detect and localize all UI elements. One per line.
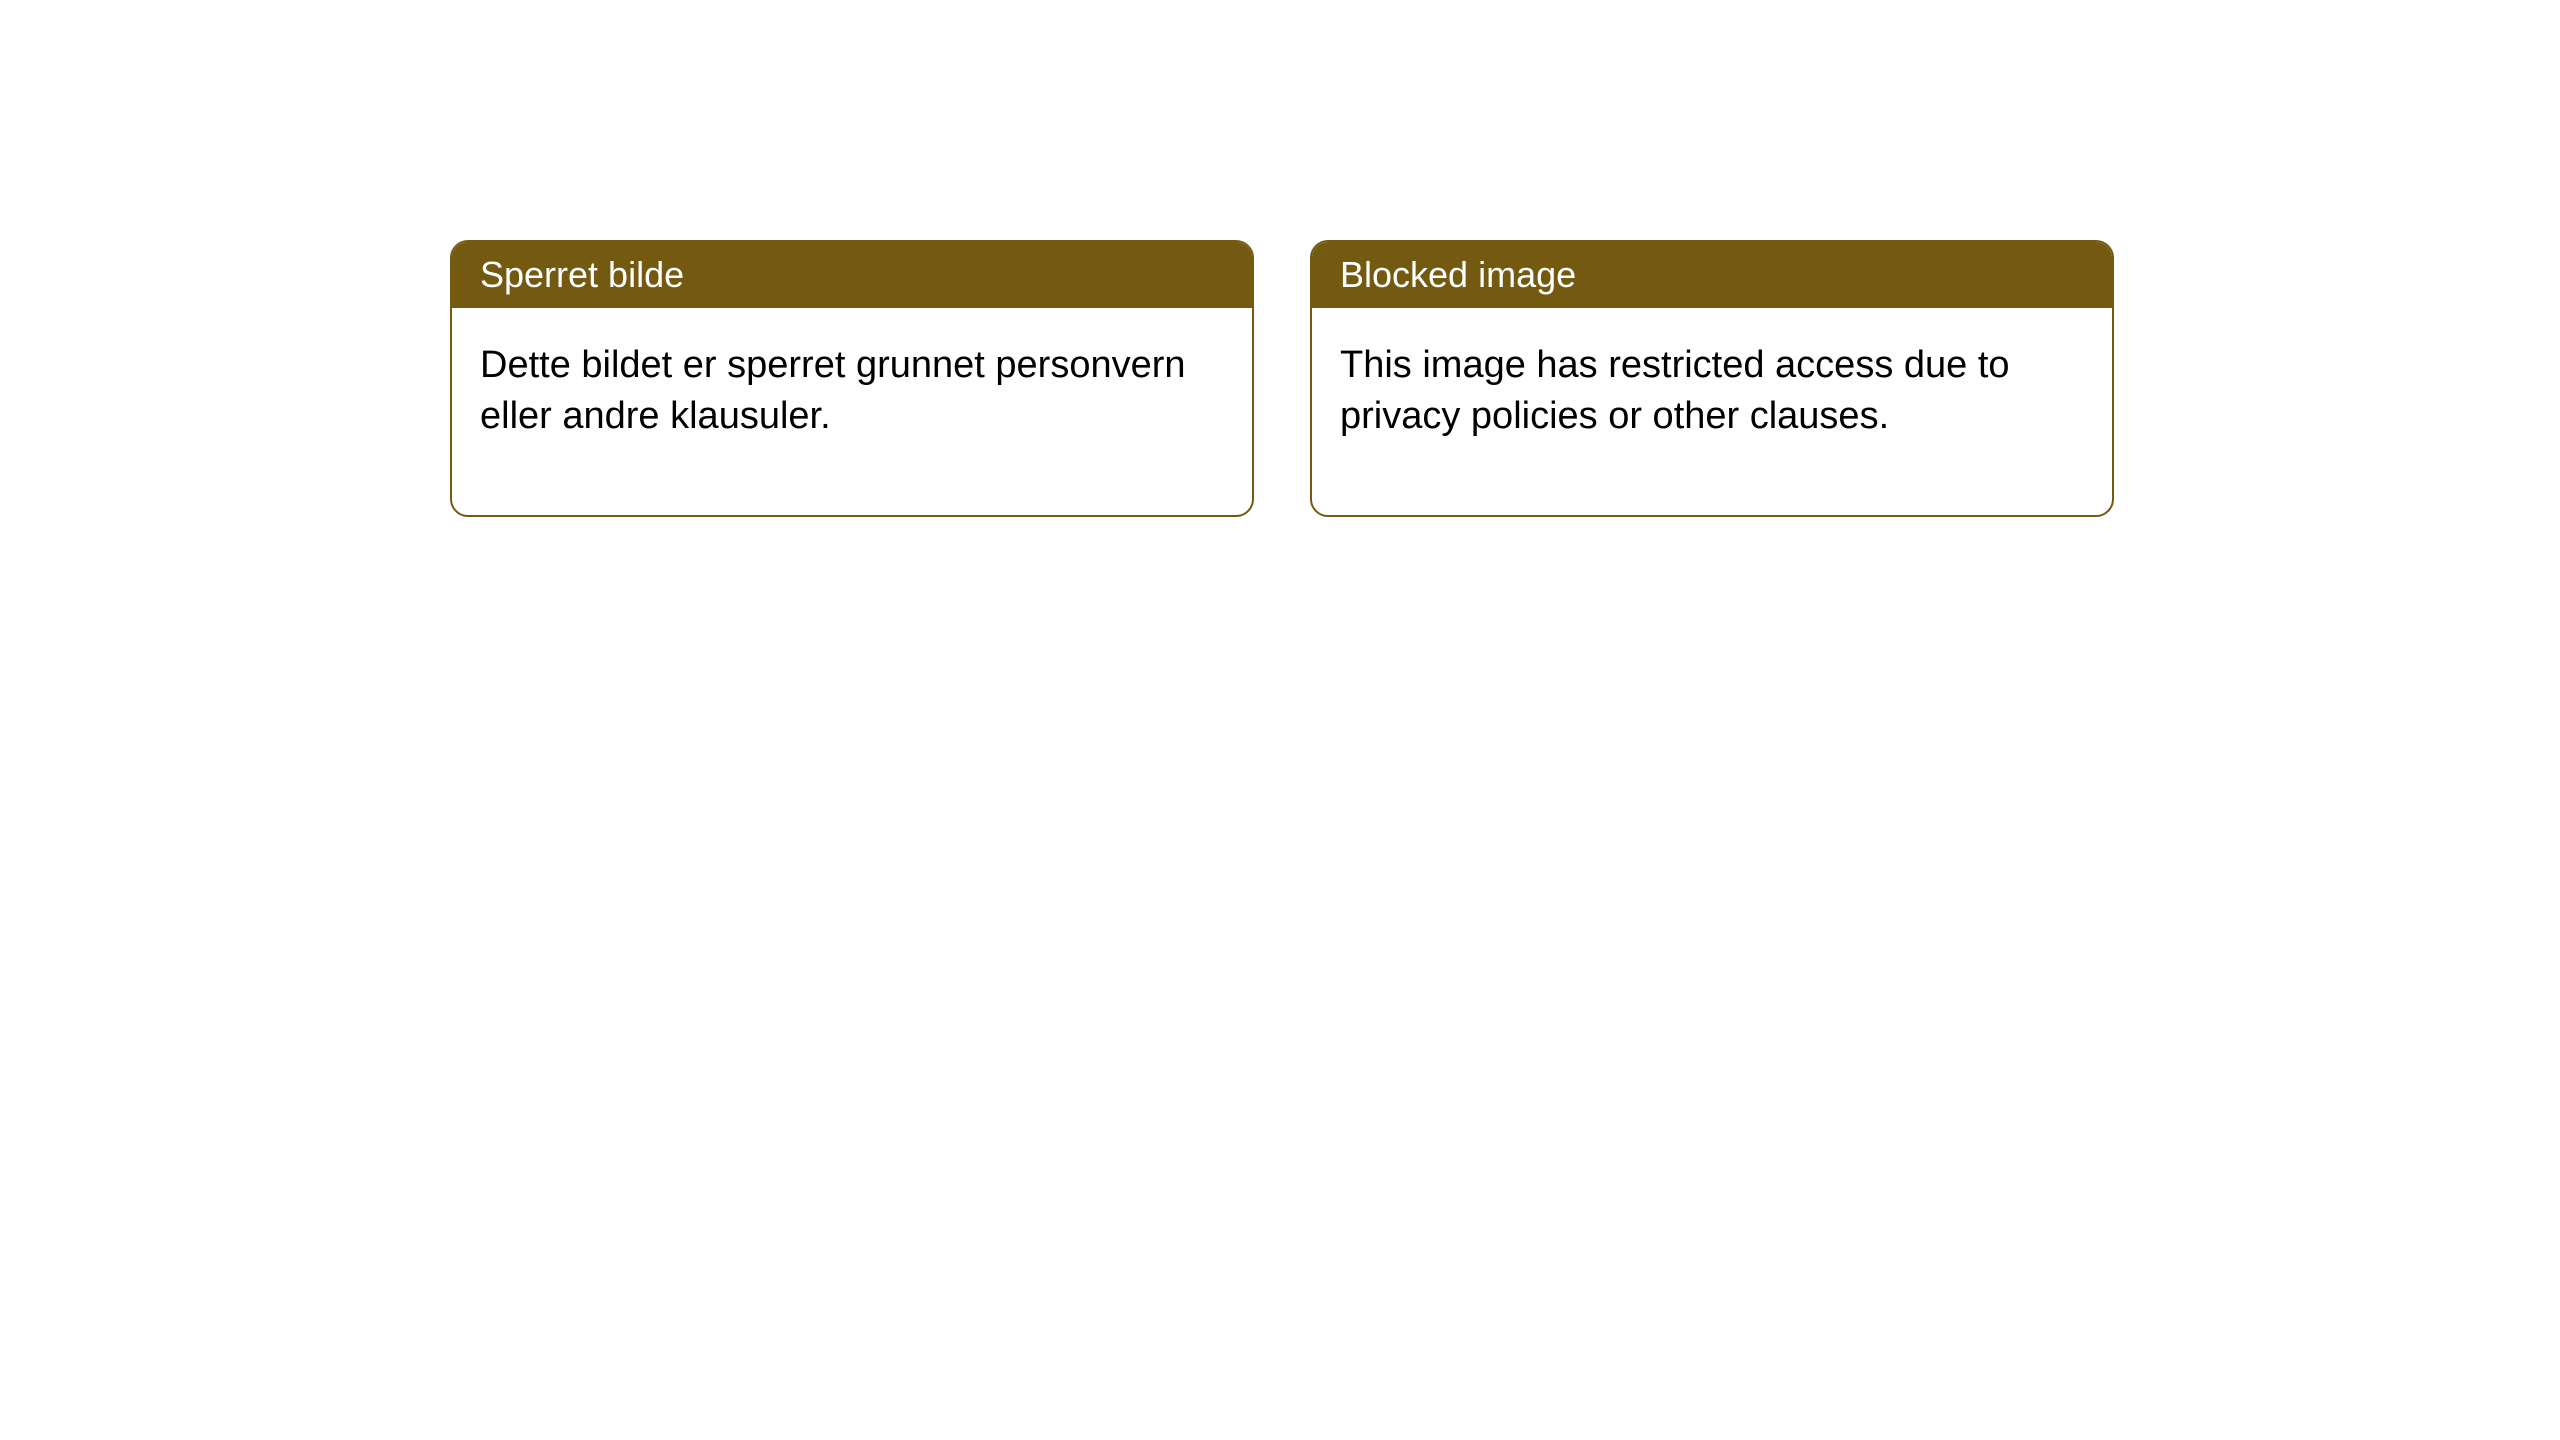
notice-body-english: This image has restricted access due to … [1312, 308, 2112, 515]
notice-card-norwegian: Sperret bilde Dette bildet er sperret gr… [450, 240, 1254, 517]
notice-card-english: Blocked image This image has restricted … [1310, 240, 2114, 517]
notice-header-norwegian: Sperret bilde [452, 242, 1252, 308]
notice-header-english: Blocked image [1312, 242, 2112, 308]
notice-title-english: Blocked image [1340, 254, 1576, 295]
notice-title-norwegian: Sperret bilde [480, 254, 684, 295]
notice-body-norwegian: Dette bildet er sperret grunnet personve… [452, 308, 1252, 515]
notice-text-english: This image has restricted access due to … [1340, 344, 2010, 437]
notice-text-norwegian: Dette bildet er sperret grunnet personve… [480, 344, 1186, 437]
notice-container: Sperret bilde Dette bildet er sperret gr… [450, 240, 2114, 517]
